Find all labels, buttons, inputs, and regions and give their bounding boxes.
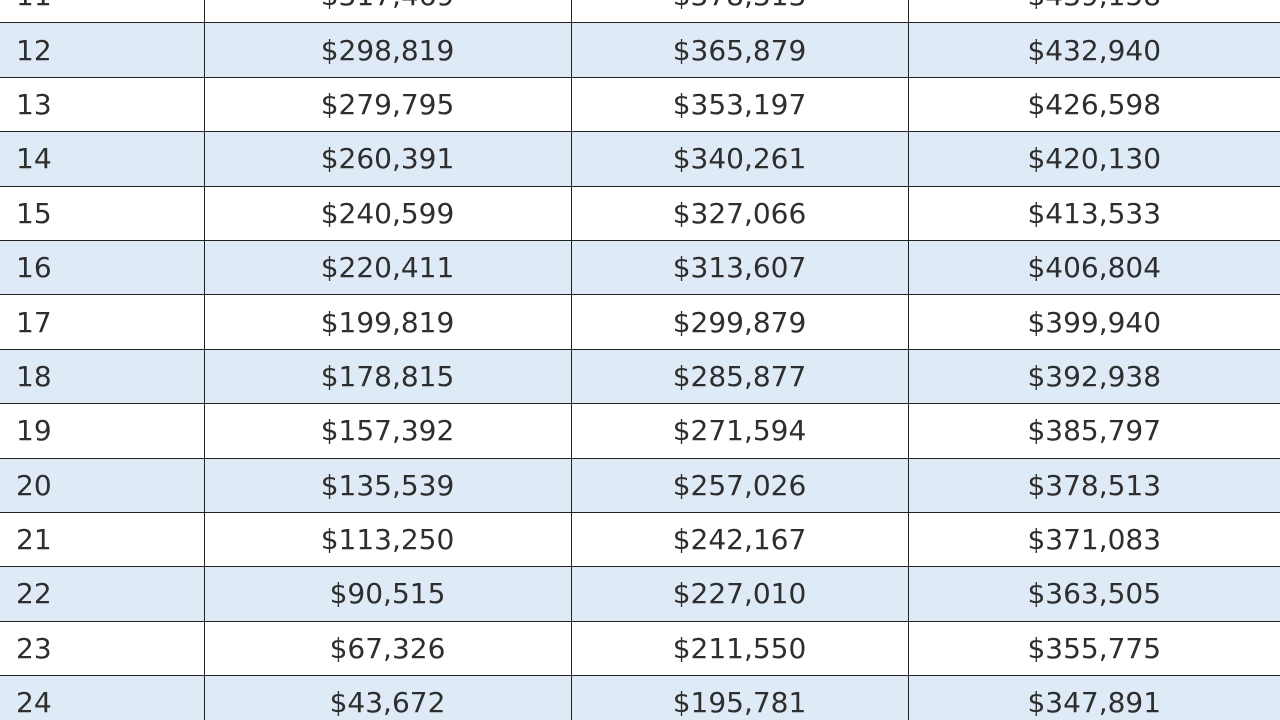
value-cell-col2: $353,197 xyxy=(570,76,909,133)
value-cell-col1: $43,672 xyxy=(203,675,572,720)
value-cell-col3: $355,775 xyxy=(907,620,1280,677)
value-cell-col1: $113,250 xyxy=(203,511,572,568)
value-cell-col2: $313,607 xyxy=(570,239,909,296)
value-cell-col1: $157,392 xyxy=(203,403,572,459)
value-cell-col1: $220,411 xyxy=(203,239,572,296)
year-cell: 17 xyxy=(0,294,205,350)
value-cell-col1: $178,815 xyxy=(203,348,572,405)
value-cell-col1: $90,515 xyxy=(203,566,572,622)
value-cell-col3: $406,804 xyxy=(907,239,1280,296)
table-row: 13 $279,795 $353,197 $426,598 xyxy=(0,76,1280,133)
table-row: 19 $157,392 $271,594 $385,797 xyxy=(0,403,1280,459)
value-cell-col1: $240,599 xyxy=(203,185,572,241)
year-cell: 11 xyxy=(0,0,205,24)
table-row: 15 $240,599 $327,066 $413,533 xyxy=(0,185,1280,241)
table-row: 24 $43,672 $195,781 $347,891 xyxy=(0,675,1280,720)
value-cell-col3: $399,940 xyxy=(907,294,1280,350)
value-cell-col2: $378,313 xyxy=(570,0,909,24)
value-cell-col2: $242,167 xyxy=(570,511,909,568)
value-cell-col1: $260,391 xyxy=(203,131,572,187)
value-cell-col2: $299,879 xyxy=(570,294,909,350)
year-cell: 22 xyxy=(0,566,205,622)
value-cell-col2: $365,879 xyxy=(570,22,909,78)
year-cell: 24 xyxy=(0,675,205,720)
year-cell: 18 xyxy=(0,348,205,405)
value-cell-col2: $340,261 xyxy=(570,131,909,187)
value-cell-col1: $199,819 xyxy=(203,294,572,350)
year-cell: 23 xyxy=(0,620,205,677)
value-cell-col3: $392,938 xyxy=(907,348,1280,405)
year-cell: 21 xyxy=(0,511,205,568)
value-cell-col3: $347,891 xyxy=(907,675,1280,720)
year-cell: 20 xyxy=(0,457,205,513)
value-cell-col2: $257,026 xyxy=(570,457,909,513)
value-cell-col3: $413,533 xyxy=(907,185,1280,241)
table-row: 18 $178,815 $285,877 $392,938 xyxy=(0,348,1280,405)
value-cell-col2: $227,010 xyxy=(570,566,909,622)
value-cell-col1: $67,326 xyxy=(203,620,572,677)
year-cell: 12 xyxy=(0,22,205,78)
table-row: 22 $90,515 $227,010 $363,505 xyxy=(0,566,1280,622)
value-cell-col1: $317,469 xyxy=(203,0,572,24)
value-cell-col3: $439,158 xyxy=(907,0,1280,24)
value-cell-col3: $363,505 xyxy=(907,566,1280,622)
table-row: 14 $260,391 $340,261 $420,130 xyxy=(0,131,1280,187)
value-cell-col3: $426,598 xyxy=(907,76,1280,133)
value-cell-col3: $378,513 xyxy=(907,457,1280,513)
value-cell-col3: $420,130 xyxy=(907,131,1280,187)
value-cell-col3: $385,797 xyxy=(907,403,1280,459)
year-cell: 14 xyxy=(0,131,205,187)
value-cell-col3: $432,940 xyxy=(907,22,1280,78)
year-cell: 19 xyxy=(0,403,205,459)
value-cell-col1: $279,795 xyxy=(203,76,572,133)
value-cell-col2: $271,594 xyxy=(570,403,909,459)
year-cell: 16 xyxy=(0,239,205,296)
table-row: 12 $298,819 $365,879 $432,940 xyxy=(0,22,1280,78)
table-row: 23 $67,326 $211,550 $355,775 xyxy=(0,620,1280,677)
value-cell-col2: $195,781 xyxy=(570,675,909,720)
value-cell-col1: $135,539 xyxy=(203,457,572,513)
table-row: 21 $113,250 $242,167 $371,083 xyxy=(0,511,1280,568)
table-row: 20 $135,539 $257,026 $378,513 xyxy=(0,457,1280,513)
value-cell-col2: $327,066 xyxy=(570,185,909,241)
table-row: 17 $199,819 $299,879 $399,940 xyxy=(0,294,1280,350)
value-cell-col3: $371,083 xyxy=(907,511,1280,568)
year-cell: 15 xyxy=(0,185,205,241)
table-row: 11 $317,469 $378,313 $439,158 xyxy=(0,0,1280,24)
value-cell-col1: $298,819 xyxy=(203,22,572,78)
table-row: 16 $220,411 $313,607 $406,804 xyxy=(0,239,1280,296)
year-cell: 13 xyxy=(0,76,205,133)
value-cell-col2: $285,877 xyxy=(570,348,909,405)
value-cell-col2: $211,550 xyxy=(570,620,909,677)
